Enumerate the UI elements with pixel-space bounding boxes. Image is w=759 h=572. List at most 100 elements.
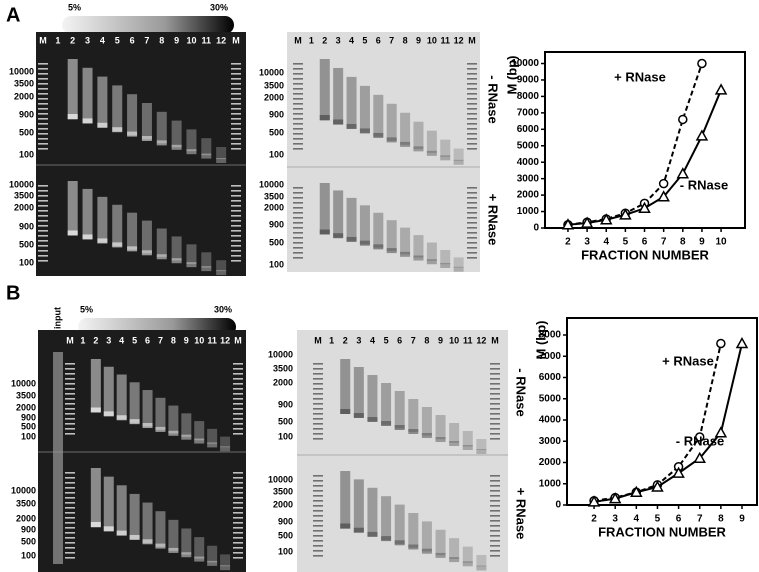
ladder-band [467, 108, 477, 110]
sample-smear [359, 205, 370, 245]
lane-label: 10 [186, 35, 196, 45]
sample-band [171, 144, 182, 150]
size-label: 10000 [268, 474, 293, 484]
ladder-band [293, 217, 303, 219]
sample-smear [453, 148, 464, 161]
sample-smear [476, 555, 487, 567]
ladder-band [293, 68, 303, 70]
lane-label: 12 [454, 35, 464, 45]
sample-band [400, 141, 411, 147]
ladder-band [231, 128, 241, 130]
sample-band [394, 425, 405, 430]
sample-smear [168, 405, 179, 434]
panel-label: B [6, 282, 20, 304]
size-label: 3500 [14, 190, 34, 200]
ladder-band [38, 93, 48, 95]
ladder-band [65, 537, 75, 539]
ladder-band [490, 480, 500, 482]
size-label: 500 [278, 416, 293, 426]
lane-label: 2 [93, 335, 98, 345]
ladder-band [313, 485, 323, 487]
size-label: 2000 [16, 402, 36, 412]
size-label: 10000 [9, 66, 34, 76]
ladder-band [293, 187, 303, 189]
lane-label: 12 [216, 35, 226, 45]
ladder-band [490, 495, 500, 497]
sample-smear [453, 257, 464, 268]
ladder-band [38, 118, 48, 120]
lane-label: 5 [115, 35, 120, 45]
lane-label: M [39, 35, 47, 45]
sample-band [373, 132, 384, 138]
ladder-band [231, 255, 241, 257]
ladder-band [231, 88, 241, 90]
ladder-band [490, 378, 500, 380]
ladder-band [65, 512, 75, 514]
ladder-band [467, 63, 477, 65]
ladder-band [65, 388, 75, 390]
circle-marker [678, 114, 688, 125]
ladder-band [490, 438, 500, 440]
x-tick-label: 4 [634, 514, 640, 525]
ladder-band [313, 490, 323, 492]
ladder-band [231, 240, 241, 242]
ladder-band [467, 242, 477, 244]
sample-smear [421, 521, 432, 552]
sample-smear [103, 366, 114, 416]
ladder-band [38, 68, 48, 70]
ladder-band [313, 403, 323, 405]
sample-band [67, 114, 78, 119]
ladder-band [233, 378, 243, 380]
sample-band [127, 131, 138, 137]
sample-smear [116, 485, 127, 536]
ladder-band [467, 73, 477, 75]
ladder-band [231, 93, 241, 95]
triangle-marker [638, 201, 651, 214]
sample-band [141, 136, 152, 141]
sample-band [216, 158, 227, 163]
ladder-band [467, 103, 477, 105]
size-label: 2000 [273, 377, 293, 387]
lane-label: M [314, 335, 322, 345]
ladder-band [233, 502, 243, 504]
ladder-band [467, 202, 477, 204]
panel-label: A [6, 4, 20, 26]
ladder-band [313, 428, 323, 430]
sample-band [421, 433, 432, 438]
sample-smear [449, 423, 460, 443]
ladder-band [490, 423, 500, 425]
size-label: 2000 [264, 92, 284, 102]
ladder-band [313, 500, 323, 502]
series-annotation: + RNase [614, 69, 666, 84]
ladder-band [233, 512, 243, 514]
lane-label: 8 [159, 35, 164, 45]
ladder-band [467, 212, 477, 214]
ladder-band [38, 235, 48, 237]
ladder-band [467, 143, 477, 145]
ladder-band [313, 515, 323, 517]
ladder-band [65, 408, 75, 410]
ladder-band [231, 118, 241, 120]
x-tick-label: 9 [699, 237, 705, 248]
ladder-band [233, 547, 243, 549]
sample-smear [207, 428, 218, 444]
sample-smear [116, 374, 127, 420]
x-tick-label: 7 [661, 237, 667, 248]
sample-smear [462, 546, 473, 563]
sample-smear [381, 383, 392, 425]
size-label: 100 [21, 431, 36, 441]
sample-band [333, 233, 344, 239]
sample-band [194, 438, 205, 444]
sample-smear [155, 511, 166, 547]
ladder-band [293, 108, 303, 110]
ladder-band [65, 517, 75, 519]
sample-smear [346, 76, 357, 129]
ladder-band [231, 113, 241, 115]
sample-band [97, 238, 108, 244]
ladder-band [233, 428, 243, 430]
size-label: 100 [19, 149, 34, 159]
size-label: 500 [269, 237, 284, 247]
size-label: 900 [21, 524, 36, 534]
sample-smear [381, 496, 392, 541]
ladder-band [293, 207, 303, 209]
